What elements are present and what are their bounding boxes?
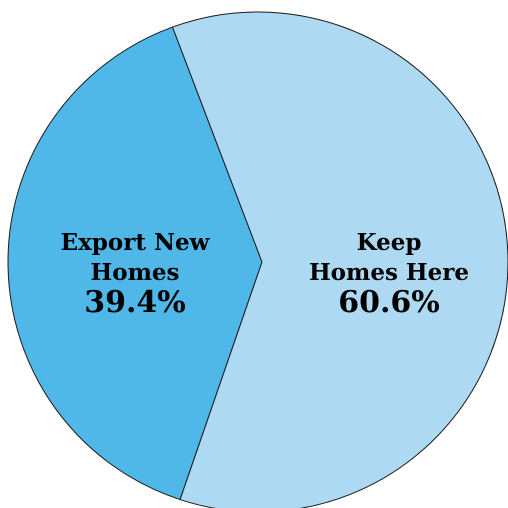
slice-1-percent: 60.6% <box>338 285 440 320</box>
pie-slices <box>7 11 508 508</box>
slice-0-name-line-1: Homes <box>91 259 180 286</box>
slice-1-name-line-1: Homes Here <box>309 259 469 286</box>
pie-slice-0 <box>7 26 263 501</box>
slice-1-name-line-0: Keep <box>357 229 422 256</box>
slice-0-name-line-0: Export New <box>61 229 211 256</box>
slice-0-percent: 39.4% <box>84 285 186 320</box>
